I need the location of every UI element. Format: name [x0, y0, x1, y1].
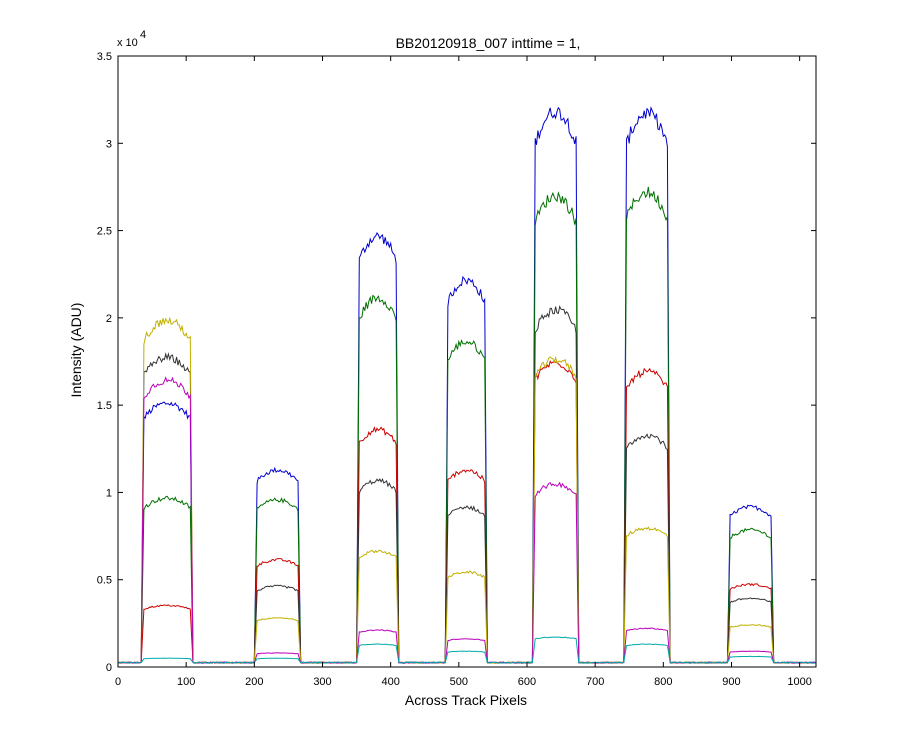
y-tick-label: 0 [106, 662, 112, 674]
x-tick-label: 500 [450, 676, 468, 688]
x-tick-label: 300 [313, 676, 331, 688]
y-exponent-power: 4 [140, 29, 146, 41]
y-tick-label: 3 [106, 138, 112, 150]
x-tick-label: 900 [722, 676, 740, 688]
x-tick-label: 1000 [787, 676, 811, 688]
y-tick-label: 2.5 [97, 226, 112, 238]
x-tick-label: 700 [586, 676, 604, 688]
x-tick-label: 100 [177, 676, 195, 688]
plot-area [118, 56, 816, 667]
x-tick-label: 200 [245, 676, 263, 688]
chart-title: BB20120918_007 inttime = 1, [396, 35, 581, 51]
x-tick-label: 0 [115, 676, 121, 688]
x-tick-label: 600 [518, 676, 536, 688]
x-tick-label: 400 [381, 676, 399, 688]
x-axis-title: Across Track Pixels [405, 692, 527, 708]
y-tick-label: 2 [106, 313, 112, 325]
y-tick-label: 1 [106, 487, 112, 499]
y-axis-title: Intensity (ADU) [68, 303, 84, 398]
series-line-7 [117, 636, 817, 664]
axes-frame [117, 55, 817, 668]
y-tick-label: 3.5 [97, 51, 112, 63]
plot-background [118, 56, 816, 667]
x-tick-label: 800 [654, 676, 672, 688]
y-exponent-label: x 10 [117, 37, 138, 49]
series-layer [117, 105, 817, 664]
y-tick-label: 0.5 [97, 575, 112, 587]
y-tick-label: 1.5 [97, 400, 112, 412]
axes-layer: 0 100 200 300 400 500 600 700 800 900 1000 0 0.5 1 1.5… [97, 51, 817, 688]
